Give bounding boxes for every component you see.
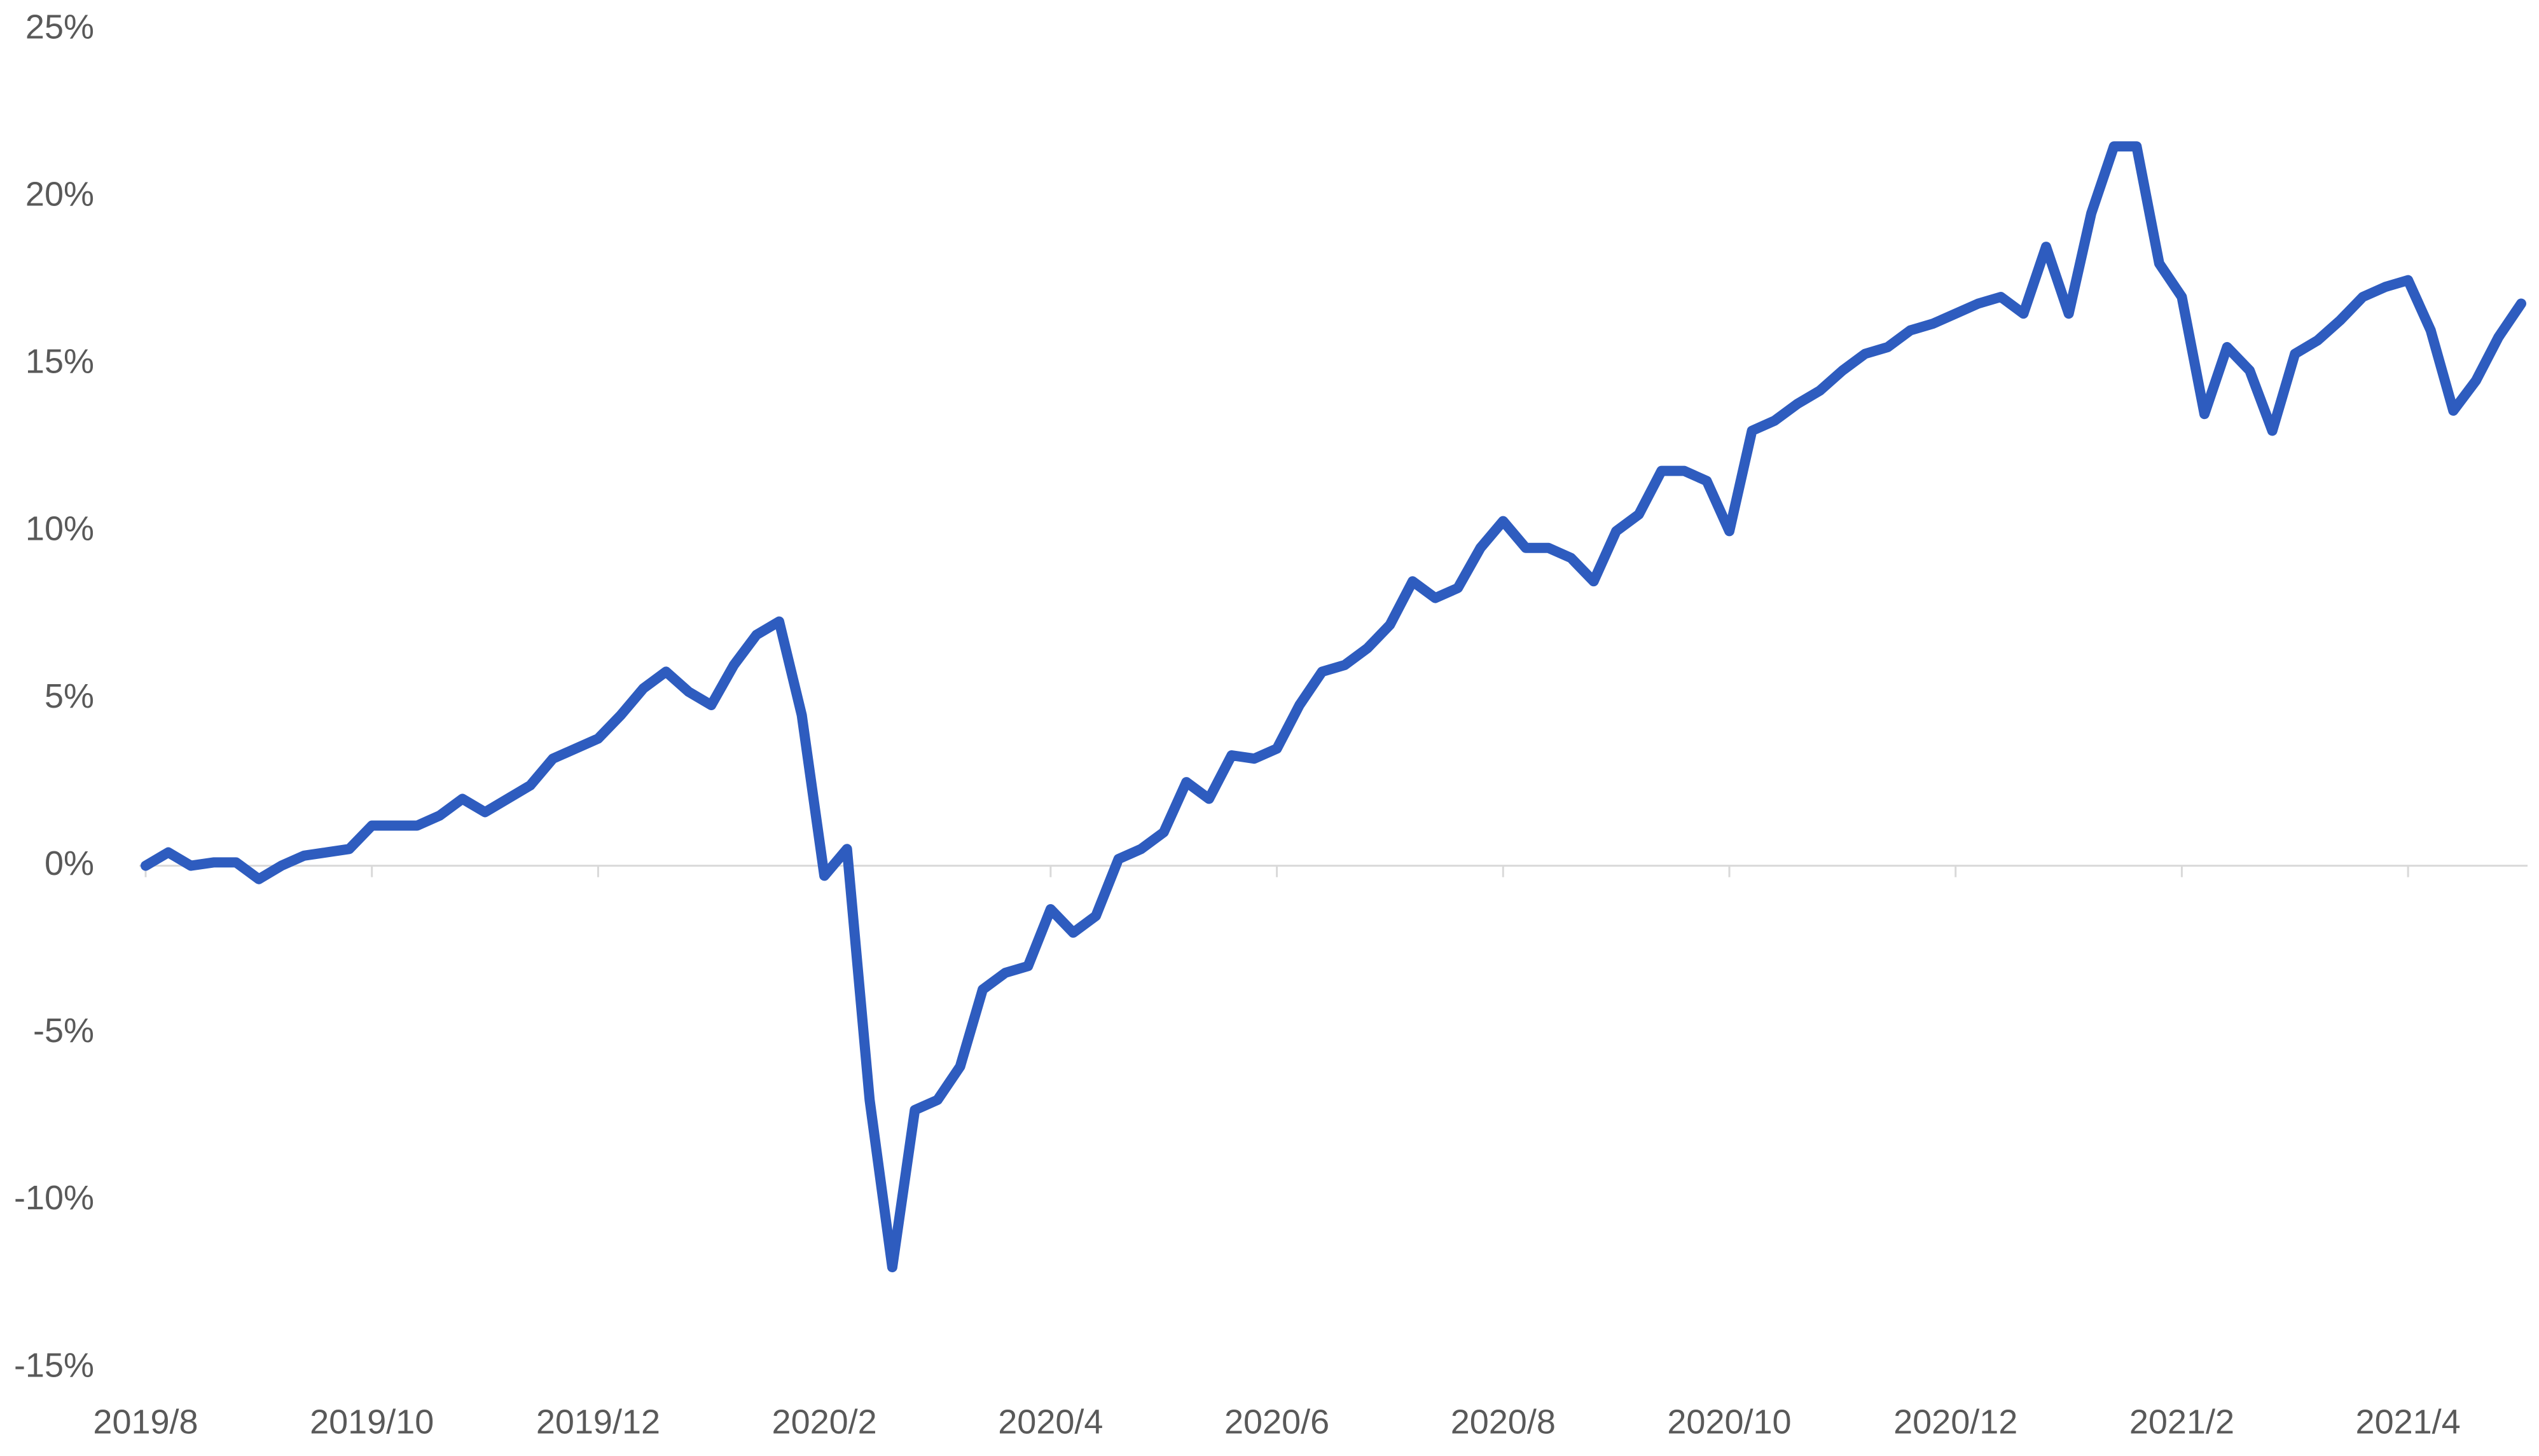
y-tick-label: -15% (14, 1346, 94, 1384)
y-tick-label: 0% (45, 844, 94, 883)
y-tick-label: 15% (25, 343, 94, 381)
y-tick-label: -10% (14, 1179, 94, 1217)
x-tick-label: 2021/2 (2129, 1403, 2234, 1441)
x-tick-label: 2020/12 (1893, 1403, 2017, 1441)
line-series (141, 141, 2526, 1273)
x-tick-label: 2020/4 (998, 1403, 1103, 1441)
x-tick-label: 2019/10 (310, 1403, 434, 1441)
y-tick-label: 20% (25, 175, 94, 213)
x-tick-label: 2020/8 (1451, 1403, 1556, 1441)
y-tick-label: 10% (25, 510, 94, 548)
x-tick-label: 2020/6 (1224, 1403, 1329, 1441)
y-tick-label: 25% (25, 8, 94, 46)
y-tick-label: -5% (33, 1012, 94, 1050)
x-tick-label: 2020/2 (772, 1403, 877, 1441)
x-tick-label: 2019/8 (93, 1403, 198, 1441)
x-tick-label: 2021/4 (2356, 1403, 2461, 1441)
x-tick-label: 2019/12 (536, 1403, 660, 1441)
y-tick-label: 5% (45, 677, 94, 715)
x-tick-label: 2020/10 (1667, 1403, 1791, 1441)
